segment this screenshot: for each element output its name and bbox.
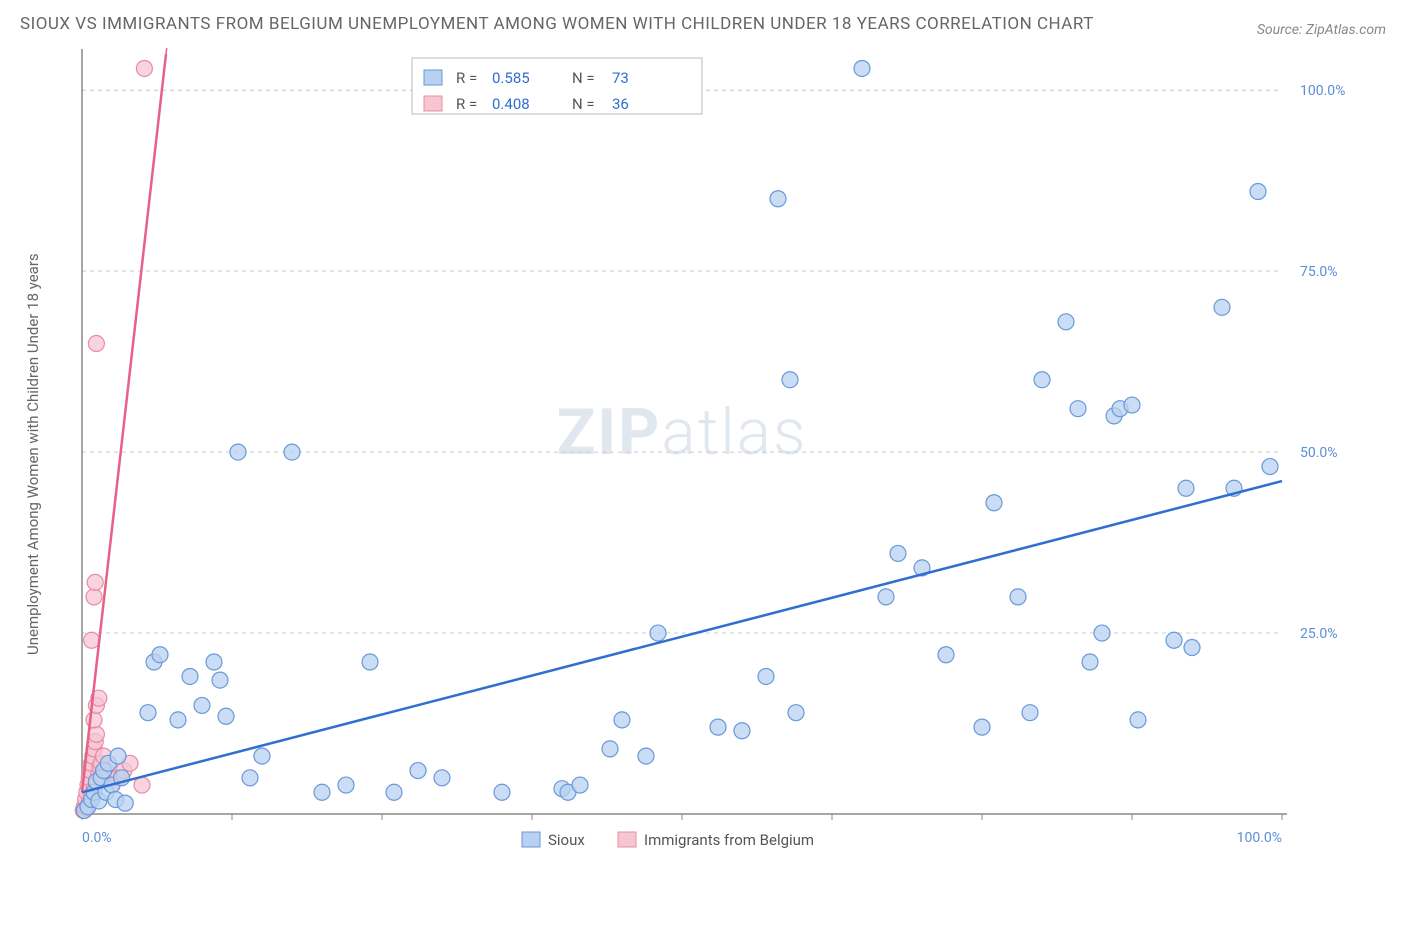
data-point (1166, 632, 1182, 648)
data-point (386, 784, 402, 800)
data-point (782, 371, 798, 387)
legend-swatch (522, 832, 540, 847)
data-point (938, 646, 954, 662)
data-point (206, 654, 222, 670)
data-point (614, 711, 630, 727)
data-point (136, 60, 152, 76)
data-point (770, 190, 786, 206)
data-point (1178, 480, 1194, 496)
data-point (434, 769, 450, 785)
data-point (170, 711, 186, 727)
data-point (1130, 711, 1146, 727)
chart-container: Unemployment Among Women with Children U… (20, 44, 1386, 864)
stats-r-label: R = (456, 69, 477, 87)
regression-line (82, 54, 166, 792)
stats-n-value: 36 (612, 95, 629, 113)
data-point (494, 784, 510, 800)
data-point (182, 668, 198, 684)
data-point (110, 748, 126, 764)
data-point (1250, 183, 1266, 199)
data-point (788, 704, 804, 720)
data-point (88, 726, 104, 742)
chart-header: SIOUX VS IMMIGRANTS FROM BELGIUM UNEMPLO… (20, 12, 1386, 38)
stats-n-label: N = (572, 69, 595, 87)
data-point (638, 748, 654, 764)
stats-r-value: 0.585 (492, 69, 530, 87)
stats-n-label: N = (572, 95, 595, 113)
data-point (1034, 371, 1050, 387)
stats-r-label: R = (456, 95, 477, 113)
data-point (1184, 639, 1200, 655)
data-point (254, 748, 270, 764)
data-point (986, 494, 1002, 510)
x-tick-label: 100.0% (1237, 830, 1282, 846)
data-point (212, 672, 228, 688)
data-point (758, 668, 774, 684)
watermark: ZIPatlas (557, 395, 808, 470)
data-point (890, 545, 906, 561)
legend-swatch (424, 96, 442, 111)
y-tick-label: 100.0% (1300, 83, 1345, 99)
data-point (242, 769, 258, 785)
data-point (1262, 458, 1278, 474)
data-point (194, 697, 210, 713)
stats-r-value: 0.408 (492, 95, 530, 113)
data-point (602, 740, 618, 756)
plot-area: 25.0% 50.0% 75.0% 100.0% 0.0% 100.0% ZIPatlas R… (52, 44, 1362, 864)
y-tick-label: 75.0% (1300, 264, 1338, 280)
chart-title: SIOUX VS IMMIGRANTS FROM BELGIUM UNEMPLO… (20, 12, 1094, 38)
chart-source: Source: ZipAtlas.com (1257, 22, 1386, 38)
legend-swatch (618, 832, 636, 847)
data-point (230, 444, 246, 460)
data-point (650, 625, 666, 641)
data-point (854, 60, 870, 76)
data-point (338, 777, 354, 793)
y-axis-label: Unemployment Among Women with Children U… (20, 44, 46, 864)
data-point (1058, 313, 1074, 329)
data-point (117, 795, 133, 811)
data-point (974, 719, 990, 735)
data-point (734, 722, 750, 738)
x-tick-label: 0.0% (82, 830, 112, 846)
data-point (1082, 654, 1098, 670)
data-point (88, 335, 104, 351)
legend-swatch (424, 70, 442, 85)
legend-label: Immigrants from Belgium (644, 831, 814, 849)
data-point (140, 704, 156, 720)
data-point (87, 574, 103, 590)
data-point (878, 588, 894, 604)
data-point (152, 646, 168, 662)
data-point (1094, 625, 1110, 641)
data-point (1124, 397, 1140, 413)
data-point (1010, 588, 1026, 604)
data-point (1022, 704, 1038, 720)
data-point (362, 654, 378, 670)
y-tick-label: 50.0% (1300, 445, 1338, 461)
data-point (284, 444, 300, 460)
y-tick-label: 25.0% (1300, 626, 1338, 642)
data-point (410, 762, 426, 778)
regression-line-extrapolated (166, 44, 204, 54)
data-point (84, 632, 100, 648)
data-point (1070, 400, 1086, 416)
data-point (710, 719, 726, 735)
data-point (572, 777, 588, 793)
data-point (86, 588, 102, 604)
stats-n-value: 73 (612, 69, 629, 87)
data-point (314, 784, 330, 800)
data-point (1214, 299, 1230, 315)
data-point (218, 708, 234, 724)
scatter-chart: 25.0% 50.0% 75.0% 100.0% 0.0% 100.0% ZIPatlas R… (52, 44, 1362, 864)
legend-label: Sioux (548, 831, 585, 849)
